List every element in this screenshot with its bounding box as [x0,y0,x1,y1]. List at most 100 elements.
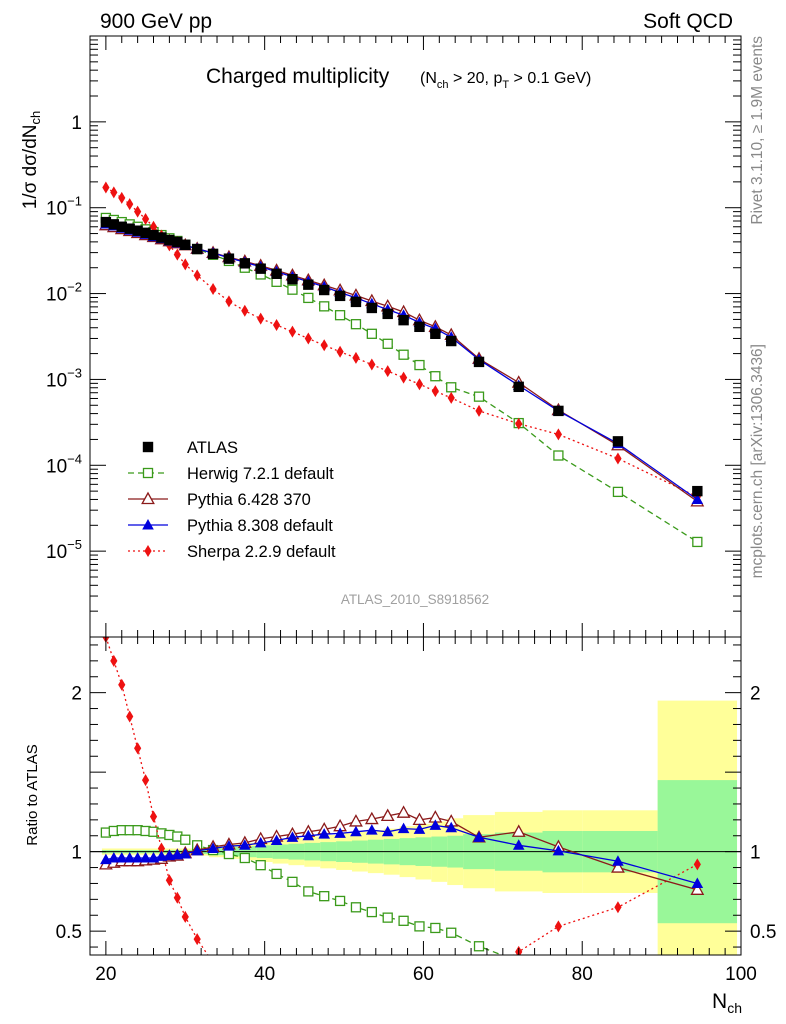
point-sherpa-2-2-9-default [118,191,126,204]
ratio-point-herwig-7-2-1-default [223,848,235,860]
header-left: 900 GeV pp [100,10,212,33]
series-pythia-6-428-370 [98,217,705,507]
ratio-x-tick-label: 20 [95,964,116,985]
main-ticks: 1 10−1 10−2 10−3 10−4 10−5 [46,35,742,638]
point-atlas [303,279,314,290]
ratio-point-pythia-8-308-default [397,822,410,834]
ratio-point-herwig-7-2-1-default [271,868,282,880]
point-herwig-7-2-1-default [287,284,298,295]
point-atlas [350,296,362,308]
legend-marker [144,545,152,557]
ratio-point-pythia-8-308-default [334,827,346,838]
point-sherpa-2-2-9-default [515,417,523,430]
ratio-x-tick-label: 40 [254,964,275,985]
ratio-plot-area [90,637,741,969]
ratio-point-sherpa-2-2-9-default [173,891,181,904]
ratio-point-pythia-8-308-default [191,844,203,856]
chart-title-cut: (Nch > 20, pT > 0.1 GeV) [420,70,591,91]
ratio-point-herwig-7-2-1-default [319,891,330,902]
legend-label: Sherpa 2.2.9 default [187,543,336,561]
ratio-point-pythia-6-428-370 [690,882,705,895]
point-sherpa-2-2-9-default [141,212,150,225]
legend-marker [141,491,155,505]
point-sherpa-2-2-9-default [384,365,392,378]
point-sherpa-2-2-9-default [288,325,297,338]
point-atlas [334,290,346,302]
ratio-point-pythia-8-308-default [318,828,331,839]
point-herwig-7-2-1-default [319,301,330,312]
ratio-point-herwig-7-2-1-default [255,860,266,871]
ratio-y-tick-label: 0.5 [56,922,82,943]
main-y-tick-label: 10−1 [46,194,82,220]
point-atlas [172,236,183,248]
point-atlas [398,314,409,326]
ratio-point-herwig-7-2-1-default [430,922,441,934]
ratio-point-sherpa-2-2-9-default [157,842,166,855]
point-sherpa-2-2-9-default [447,391,455,404]
main-y-tick-label: 10−5 [46,537,82,563]
point-atlas [116,221,127,232]
ratio-point-sherpa-2-2-9-default [181,910,189,923]
point-herwig-7-2-1-default [382,338,393,349]
point-atlas [366,302,378,314]
main-y-tick-label: 1 [71,113,82,134]
point-atlas [180,239,191,250]
ratio-point-herwig-7-2-1-default [414,921,425,932]
ratio-point-pythia-8-308-default [239,839,251,850]
point-herwig-7-2-1-default [473,391,485,402]
point-atlas [446,335,457,347]
point-atlas [612,436,624,447]
point-atlas [430,328,441,339]
main-ylabel: 1/σ dσ/dNch [20,111,43,209]
ratio-point-pythia-8-308-default [302,829,315,841]
point-herwig-7-2-1-default [430,371,441,382]
point-sherpa-2-2-9-default [399,371,408,384]
ratio-y-tick-label: 1 [71,843,82,864]
ratio-y-tick-label-right: 0.5 [750,922,776,943]
ratio-point-pythia-8-308-default [691,877,704,888]
point-atlas [473,356,485,368]
point-sherpa-2-2-9-default [320,339,328,352]
ratio-point-herwig-7-2-1-default [514,957,523,966]
ratio-point-pythia-8-308-default [223,840,235,851]
ratio-point-sherpa-2-2-9-default [209,957,216,969]
point-atlas [100,216,112,228]
ratio-point-pythia-8-308-default [155,850,168,861]
point-sherpa-2-2-9-default [225,295,233,308]
legend-label: Pythia 6.428 370 [187,491,311,509]
ratio-point-pythia-8-308-default [429,819,442,830]
ratio-point-herwig-7-2-1-default [446,927,457,938]
point-sherpa-2-2-9-default [475,404,483,417]
ratio-point-sherpa-2-2-9-default [118,678,126,691]
point-herwig-7-2-1-default [350,319,362,330]
point-atlas [132,225,143,236]
ratio-point-herwig-7-2-1-default [239,852,250,864]
ratio-point-sherpa-2-2-9-default [165,874,173,887]
series-atlas [100,216,703,497]
point-atlas [108,219,120,230]
point-atlas [140,227,151,239]
ratio-x-tick-label: 80 [572,964,593,985]
point-herwig-7-2-1-default [446,382,457,393]
point-atlas [414,321,425,333]
ratio-point-herwig-7-2-1-default [473,941,485,952]
legend-item-pythia-8-308-default: Pythia 8.308 default [128,517,333,535]
ratio-point-sherpa-2-2-9-default [193,933,201,946]
ratio-ylabel: Ratio to ATLAS [24,744,41,845]
ratio-point-herwig-7-2-1-default [398,915,409,926]
legend-item-pythia-6-428-370: Pythia 6.428 370 [128,491,311,509]
point-sherpa-2-2-9-default [102,181,110,194]
series-pythia-8-308-default [100,218,704,504]
point-sherpa-2-2-9-default [554,428,563,441]
ratio-line-sherpa-2-2-9-default [105,637,698,955]
point-herwig-7-2-1-default [553,450,564,461]
point-herwig-7-2-1-default [612,486,624,498]
ratio-point-sherpa-2-2-9-default [693,858,701,871]
ratio-point-pythia-8-308-default [286,831,299,842]
ratio-point-sherpa-2-2-9-default [126,710,134,723]
point-sherpa-2-2-9-default [126,198,134,211]
point-sherpa-2-2-9-default [241,304,249,317]
point-sherpa-2-2-9-default [110,186,118,199]
legend-item-herwig-7-2-1-default: Herwig 7.2.1 default [128,465,334,483]
